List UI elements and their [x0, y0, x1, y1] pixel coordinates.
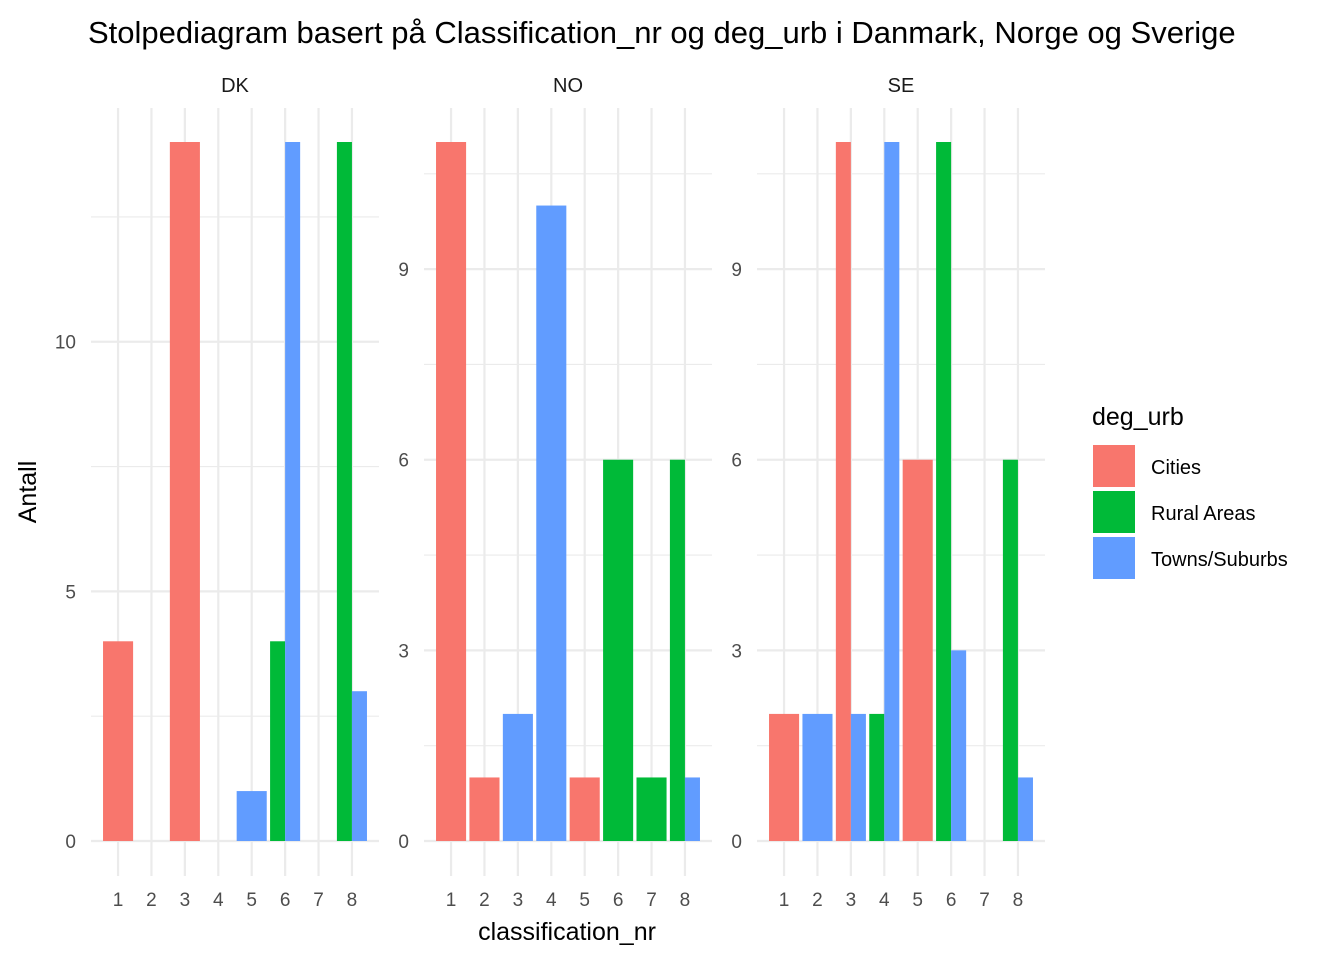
legend-swatch-rural-areas — [1093, 491, 1135, 533]
y-tick-label: 9 — [398, 260, 409, 281]
x-tick-label: 1 — [113, 890, 124, 911]
x-tick-label: 6 — [280, 890, 291, 911]
y-tick-label: 3 — [398, 641, 409, 662]
y-tick-label: 6 — [731, 451, 742, 472]
legend: deg_urb Cities Rural Areas Towns/Suburbs — [1092, 403, 1288, 579]
bar-no-5-cities — [569, 777, 600, 841]
x-tick-label: 4 — [213, 890, 224, 911]
x-tick-label: 2 — [146, 890, 157, 911]
legend-label: Towns/Suburbs — [1151, 549, 1288, 571]
bar-se-2-towns-suburbs — [802, 713, 833, 841]
facet-dk: 0 5 10 1 2 3 4 5 6 7 8 DK — [55, 75, 379, 911]
x-tick-label: 4 — [546, 890, 557, 911]
bar-no-6-rural-areas — [603, 459, 634, 841]
facet-strip-label: NO — [553, 75, 583, 97]
x-axis-title: classification_nr — [478, 918, 656, 946]
bar-no-7-rural-areas — [636, 777, 667, 841]
bar-dk-6-towns-suburbs — [285, 142, 301, 841]
y-tick-label: 3 — [731, 641, 742, 662]
bar-se-4-rural-areas — [869, 713, 885, 841]
x-tick-label: 2 — [479, 890, 490, 911]
bar-se-4-towns-suburbs — [884, 142, 900, 841]
bar-no-4-towns-suburbs — [536, 205, 567, 841]
y-tick-label: 5 — [65, 582, 76, 603]
legend-title: deg_urb — [1092, 403, 1184, 431]
bar-se-3-cities — [835, 142, 851, 841]
legend-swatch-towns-suburbs — [1093, 537, 1135, 579]
x-tick-label: 7 — [313, 890, 324, 911]
bar-dk-8-rural-areas — [336, 142, 352, 841]
y-axis-title: Antall — [14, 461, 42, 524]
facet-strip-label: SE — [888, 75, 915, 97]
bar-se-5-cities — [902, 459, 933, 841]
y-tick-label: 0 — [731, 832, 742, 853]
x-tick-label: 3 — [513, 890, 524, 911]
x-tick-label: 7 — [979, 890, 990, 911]
x-tick-label: 8 — [1013, 890, 1024, 911]
legend-swatch-cities — [1093, 445, 1135, 487]
bar-dk-3-cities — [169, 142, 200, 841]
x-tick-label: 2 — [812, 890, 823, 911]
bar-dk-5-towns-suburbs — [236, 791, 267, 841]
x-tick-label: 5 — [579, 890, 590, 911]
x-tick-label: 5 — [912, 890, 923, 911]
x-tick-label: 8 — [347, 890, 358, 911]
legend-label: Rural Areas — [1151, 503, 1256, 525]
bar-no-1-cities — [436, 142, 467, 841]
x-tick-label: 6 — [946, 890, 957, 911]
y-tick-label: 6 — [398, 451, 409, 472]
bar-dk-1-cities — [103, 641, 134, 841]
bar-se-3-towns-suburbs — [850, 713, 866, 841]
bar-dk-6-rural-areas — [270, 641, 286, 841]
legend-label: Cities — [1151, 457, 1201, 479]
x-tick-label: 8 — [680, 890, 691, 911]
bar-se-6-towns-suburbs — [951, 650, 967, 841]
bar-se-1-cities — [769, 713, 800, 841]
facet-strip-label: DK — [221, 75, 249, 97]
x-tick-label: 3 — [846, 890, 857, 911]
x-tick-label: 1 — [446, 890, 457, 911]
x-tick-label: 7 — [646, 890, 657, 911]
chart-title: Stolpediagram basert på Classification_n… — [88, 15, 1236, 50]
bar-se-8-rural-areas — [1002, 459, 1018, 841]
bar-no-8-rural-areas — [669, 459, 685, 841]
y-tick-label: 0 — [65, 832, 76, 853]
y-tick-label: 0 — [398, 832, 409, 853]
x-tick-label: 5 — [246, 890, 257, 911]
bar-no-2-cities — [469, 777, 500, 841]
bar-no-3-towns-suburbs — [502, 713, 533, 841]
bar-se-6-rural-areas — [936, 142, 952, 841]
y-tick-label: 9 — [731, 260, 742, 281]
y-tick-label: 10 — [55, 333, 76, 354]
x-tick-label: 6 — [613, 890, 624, 911]
bar-dk-8-towns-suburbs — [351, 691, 367, 841]
x-tick-label: 1 — [779, 890, 790, 911]
bar-no-8-towns-suburbs — [684, 777, 700, 841]
x-tick-label: 3 — [180, 890, 191, 911]
bar-se-8-towns-suburbs — [1017, 777, 1033, 841]
x-tick-label: 4 — [879, 890, 890, 911]
